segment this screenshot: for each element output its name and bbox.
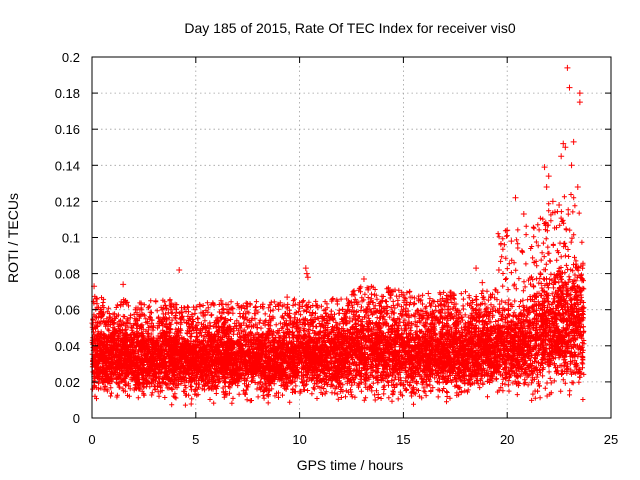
x-tick-label: 25: [604, 432, 618, 447]
outlier-point: [543, 183, 550, 190]
y-tick-label: 0.2: [62, 50, 80, 65]
y-tick-label: 0.04: [55, 339, 80, 354]
x-tick-label: 5: [192, 432, 199, 447]
outlier-point: [379, 297, 386, 304]
y-tick-label: 0.16: [55, 122, 80, 137]
data-points: [89, 64, 587, 408]
y-tick-label: 0.18: [55, 86, 80, 101]
outlier-point: [564, 64, 571, 71]
chart-title: Day 185 of 2015, Rate Of TEC Index for r…: [184, 20, 515, 36]
outlier-point: [441, 303, 448, 310]
outlier-point: [574, 183, 581, 190]
outlier-point: [219, 301, 226, 308]
outlier-point: [479, 279, 486, 286]
x-tick-label: 15: [396, 432, 410, 447]
outlier-point: [410, 301, 417, 308]
outlier-point: [176, 266, 183, 273]
outlier-point: [551, 209, 558, 216]
outlier-point: [390, 288, 397, 295]
x-tick-label: 20: [500, 432, 514, 447]
outlier-point: [303, 270, 310, 277]
y-tick-label: 0.12: [55, 194, 80, 209]
outlier-point: [400, 306, 407, 313]
outlier-point: [365, 286, 372, 293]
outlier-point: [570, 138, 577, 145]
outlier-point: [196, 303, 203, 310]
outlier-point: [120, 281, 127, 288]
outlier-point: [549, 198, 556, 205]
outlier-point: [520, 211, 527, 218]
outlier-point: [504, 227, 511, 234]
outlier-point: [576, 99, 583, 106]
outlier-point: [562, 144, 569, 151]
y-axis-label: ROTI / TECUs: [5, 193, 21, 283]
x-tick-label: 0: [88, 432, 95, 447]
outlier-point: [302, 265, 309, 272]
outlier-point: [556, 202, 563, 209]
outlier-point: [558, 153, 565, 160]
outlier-point: [226, 306, 233, 313]
outlier-point: [354, 301, 361, 308]
outlier-point: [568, 162, 575, 169]
x-axis-label: GPS time / hours: [297, 457, 404, 473]
outlier-point: [304, 274, 311, 281]
axis-ticks: [91, 56, 612, 419]
outlier-point: [284, 294, 291, 301]
outlier-point: [560, 140, 567, 147]
outlier-point: [512, 194, 519, 201]
outlier-point: [425, 290, 432, 297]
y-tick-label: 0.08: [55, 267, 80, 282]
outlier-point: [93, 295, 100, 302]
outlier-point: [545, 173, 552, 180]
outlier-point: [508, 238, 515, 245]
outlier-point: [360, 276, 367, 283]
y-tick-label: 0.1: [62, 231, 80, 246]
y-tick-label: 0.14: [55, 158, 80, 173]
outlier-point: [541, 164, 548, 171]
x-tick-label: 10: [292, 432, 306, 447]
outlier-point: [238, 304, 245, 311]
y-tick-label: 0.06: [55, 303, 80, 318]
outlier-point: [495, 266, 502, 273]
y-tick-label: 0: [73, 411, 80, 426]
outlier-point: [167, 306, 174, 313]
scatter-band: [89, 192, 587, 408]
outlier-point: [97, 306, 104, 313]
outlier-point: [473, 265, 480, 272]
tick-labels: 0 5 10 15 20 25 0 0.02 0.04 0.06 0.08 0.1 0.12 0.14 0.…: [55, 50, 619, 447]
outlier-point: [120, 301, 127, 308]
outlier-point: [566, 84, 573, 91]
y-tick-label: 0.02: [55, 375, 80, 390]
outlier-point: [576, 90, 583, 97]
